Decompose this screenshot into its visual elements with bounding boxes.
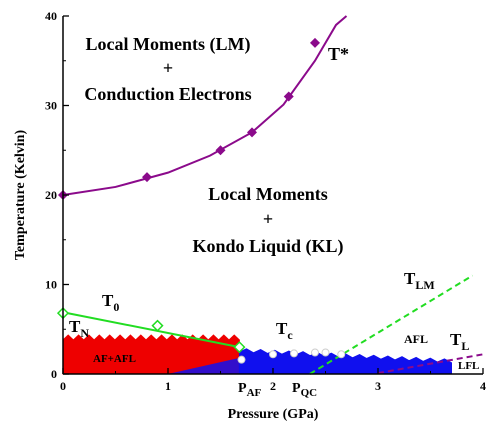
- tstar-point: [215, 145, 226, 156]
- t0-point: [151, 319, 164, 332]
- y-tick-label: 30: [45, 99, 57, 113]
- lm-kl-line1: Local Moments: [208, 184, 327, 204]
- pqc-label: PQC: [292, 381, 317, 399]
- tn-point: [337, 350, 346, 359]
- tn-point: [321, 348, 330, 357]
- lm-ce-line1: Local Moments (LM): [86, 34, 251, 55]
- paf-label: PAF: [238, 381, 262, 399]
- x-axis-label: Pressure (GPa): [228, 407, 319, 422]
- y-tick-label: 20: [45, 188, 57, 202]
- x-ticks: 0 1 2 3 4: [60, 368, 486, 393]
- tn-point: [311, 348, 319, 357]
- tstar-point: [142, 172, 152, 183]
- x-tick-label: 2: [270, 379, 276, 393]
- y-tick-label: 40: [45, 9, 57, 23]
- tstar-point: [283, 91, 294, 102]
- x-tick-label: 1: [165, 379, 171, 393]
- x-tick-label: 3: [375, 379, 381, 393]
- y-tick-label: 0: [51, 367, 57, 381]
- tlm-label: TLM: [404, 269, 435, 292]
- y-ticks: 0 10 20 30 40: [45, 9, 69, 381]
- y-axis-label: Temperature (Kelvin): [13, 130, 28, 261]
- lm-kl-line3: Kondo Liquid (KL): [192, 236, 343, 257]
- afl-wedge: [168, 357, 240, 374]
- y-tick-label: 10: [45, 278, 57, 292]
- tn-point: [237, 355, 246, 364]
- lfl-label: LFL: [458, 360, 479, 372]
- tn-point: [269, 350, 277, 359]
- af-afl-region: [62, 334, 240, 375]
- t0-point: [233, 341, 246, 354]
- x-tick-label: 4: [480, 379, 486, 393]
- lm-ce-line3: Conduction Electrons: [84, 84, 251, 104]
- t0-line: [62, 311, 240, 349]
- tc-label: Tc: [276, 319, 293, 342]
- tstar-point: [310, 37, 320, 48]
- tstar-point: [247, 127, 257, 138]
- tn-label: TN: [69, 317, 89, 340]
- tl-label: TL: [450, 330, 469, 353]
- tn-point: [290, 349, 298, 358]
- t0-label: T0: [102, 291, 119, 314]
- tl-line: [377, 353, 484, 375]
- lm-ce-line2: +: [163, 58, 173, 78]
- x-tick-label: 0: [60, 379, 66, 393]
- lm-kl-line2: +: [263, 209, 273, 229]
- tstar-label: T*: [328, 44, 349, 64]
- axes: 0 1 2 3 4 0 10 20 30 40: [45, 9, 486, 393]
- tlm-line: [309, 274, 474, 375]
- af-afl-label: AF+AFL: [93, 353, 136, 365]
- series-markers: [56, 37, 346, 364]
- afl-label: AFL: [404, 332, 428, 346]
